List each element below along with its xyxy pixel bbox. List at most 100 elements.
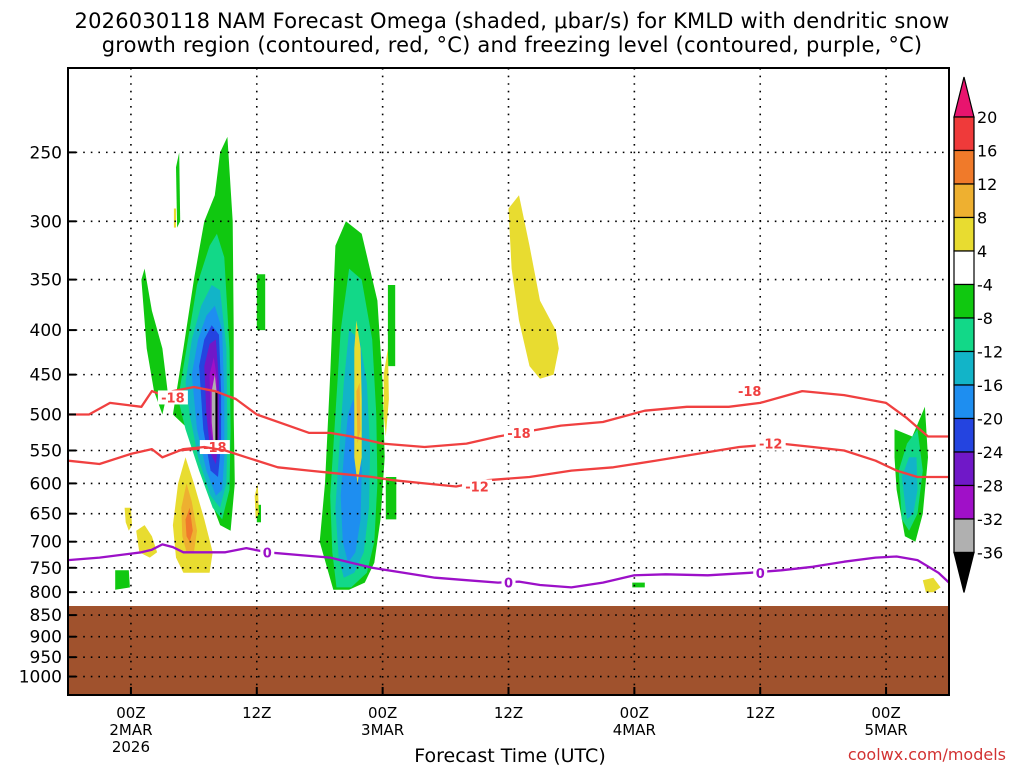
y-tick-label: 550 xyxy=(30,442,62,462)
colorbar-bottom-arrow xyxy=(953,551,975,593)
colorbar-swatch xyxy=(953,484,975,520)
y-tick-label: 500 xyxy=(30,405,62,425)
contour-label-bg xyxy=(755,436,786,451)
omega-region xyxy=(356,382,361,444)
y-tick-label: 750 xyxy=(30,559,62,579)
contour-label: -12 xyxy=(465,481,489,496)
x-tick-label: 12Z xyxy=(494,704,523,722)
colorbar-label: 4 xyxy=(977,242,987,261)
y-tick-label: 300 xyxy=(30,212,62,232)
omega-region xyxy=(508,195,559,379)
colorbar-label: 12 xyxy=(977,175,997,194)
contour-label-bg xyxy=(753,565,768,580)
contour-label-bg xyxy=(734,384,765,399)
contour-label-bg xyxy=(462,479,493,494)
contour-label: 0 xyxy=(263,546,272,561)
contour-label: -18 xyxy=(507,427,531,442)
y-tick-label: 950 xyxy=(30,648,62,668)
y-tick-label: 400 xyxy=(30,321,62,341)
colorbar-top-arrow xyxy=(953,76,975,118)
contour-label: -12 xyxy=(759,438,783,453)
colorbar-swatch xyxy=(953,283,975,319)
contour-label: 0 xyxy=(756,567,765,582)
y-tick-label: 600 xyxy=(30,474,62,494)
omega-region xyxy=(141,268,168,415)
colorbar-swatch xyxy=(953,116,975,152)
omega-region xyxy=(124,507,132,531)
dgz-contour-line xyxy=(68,442,949,488)
x-tick-label: 00Z xyxy=(871,704,900,722)
contour-label: -18 xyxy=(738,385,762,400)
x-tick-label: 5MAR xyxy=(864,721,907,739)
y-tick-label: 700 xyxy=(30,533,62,553)
colorbar-label: -16 xyxy=(977,376,1003,395)
x-tick-label: 4MAR xyxy=(613,721,656,739)
colorbar-label: -24 xyxy=(977,443,1003,462)
x-tick-label: 2026 xyxy=(112,738,150,756)
y-tick-label: 450 xyxy=(30,366,62,386)
colorbar-swatch xyxy=(953,451,975,487)
colorbar-swatch xyxy=(953,216,975,252)
colorbar-label: -20 xyxy=(977,410,1003,429)
omega-region xyxy=(632,582,645,588)
colorbar-swatch xyxy=(953,250,975,286)
omega-region xyxy=(115,570,130,590)
colorbar-label: -28 xyxy=(977,477,1003,496)
source-credit: coolwx.com/models xyxy=(847,745,1006,764)
x-tick-label: 00Z xyxy=(116,704,145,722)
y-tick-label: 900 xyxy=(30,628,62,648)
colorbar-label: 16 xyxy=(977,142,997,161)
y-tick-label: 350 xyxy=(30,271,62,291)
contour-label-bg xyxy=(501,575,516,590)
x-axis-label: Forecast Time (UTC) xyxy=(414,745,606,767)
ground-surface xyxy=(68,606,949,695)
omega-region xyxy=(387,285,396,335)
colorbar-swatch xyxy=(953,384,975,420)
omega-shading xyxy=(115,136,941,593)
chart-title-line-2: growth region (contoured, red, °C) and f… xyxy=(101,33,923,57)
colorbar-swatch xyxy=(953,183,975,219)
x-tick-label: 12Z xyxy=(242,704,271,722)
x-tick-label: 2MAR xyxy=(109,721,152,739)
y-tick-label: 1000 xyxy=(19,668,62,688)
colorbar-label: -36 xyxy=(977,544,1003,563)
x-tick-label: 3MAR xyxy=(361,721,404,739)
omega-region xyxy=(922,577,941,593)
colorbar-label: 8 xyxy=(977,209,987,228)
x-tick-label: 12Z xyxy=(746,704,775,722)
x-tick-label: 00Z xyxy=(620,704,649,722)
colorbar-label: -4 xyxy=(977,276,993,295)
omega-region xyxy=(385,477,397,520)
x-tick-label: 00Z xyxy=(368,704,397,722)
omega-region xyxy=(215,391,218,444)
omega-region xyxy=(383,348,389,437)
colorbar-label: -32 xyxy=(977,510,1003,529)
chart-title-line-1: 2026030118 NAM Forecast Omega (shaded, μ… xyxy=(74,9,950,33)
y-tick-label: 850 xyxy=(30,606,62,626)
contour-label: -18 xyxy=(161,391,185,406)
omega-region xyxy=(387,330,396,367)
omega-region xyxy=(185,507,193,542)
omega-region xyxy=(176,152,181,228)
colorbar: 20 16 12 8 4 -4 -8 -12 -16 -20 -24 -28 -32 -36 xyxy=(953,76,1003,593)
contour-label-bg xyxy=(503,425,534,440)
y-axis-ticks: 2503003504004505005506006507007508008509… xyxy=(19,143,76,688)
colorbar-swatch xyxy=(953,317,975,353)
contour-label-bg xyxy=(260,545,275,560)
omega-region xyxy=(256,274,266,331)
y-tick-label: 650 xyxy=(30,505,62,525)
colorbar-label: -12 xyxy=(977,343,1003,362)
contour-label: 0 xyxy=(504,577,513,592)
omega-region xyxy=(173,208,176,228)
y-tick-label: 250 xyxy=(30,143,62,163)
y-tick-label: 800 xyxy=(30,583,62,603)
contour-label-bg xyxy=(157,390,188,405)
colorbar-swatch xyxy=(953,518,975,554)
colorbar-swatch xyxy=(953,350,975,386)
colorbar-swatch xyxy=(953,417,975,453)
colorbar-label: -8 xyxy=(977,309,993,328)
colorbar-label: 20 xyxy=(977,108,997,127)
